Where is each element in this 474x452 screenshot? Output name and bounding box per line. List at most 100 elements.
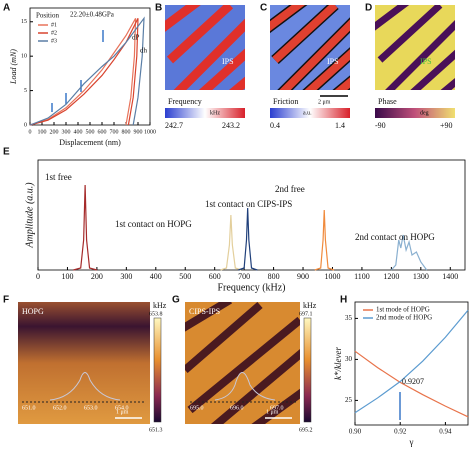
panel-label: B — [155, 3, 162, 14]
series-line — [354, 309, 469, 414]
annotation: 1st contact on CIPS-IPS — [205, 199, 292, 209]
colorbar-min: 0.4 — [270, 121, 280, 130]
plot-frame — [354, 301, 469, 426]
x-tick-label: 1000 — [144, 129, 156, 135]
colorbar — [303, 317, 312, 423]
colorbar — [375, 108, 455, 118]
x-tick-label: 1400 — [442, 272, 458, 281]
x-tick-label: 0.92 — [394, 428, 407, 436]
map-title: Phase — [378, 97, 397, 106]
axis-label: 653.0 — [84, 405, 98, 411]
panel-label: C — [260, 3, 267, 14]
legend-label: #1 — [51, 22, 57, 28]
x-tick-label: 600 — [209, 272, 221, 281]
colorbar-max: 697.1 — [299, 311, 313, 317]
scale-label: 1 μm — [266, 409, 279, 415]
colorbar-unit: kHz — [303, 301, 317, 310]
colorbar-unit: a.u. — [303, 110, 312, 116]
annotation: dh — [140, 47, 148, 55]
map-title: CIPS-IPS — [189, 307, 220, 316]
axis-label: 695.0 — [190, 405, 204, 411]
x-tick-label: 500 — [179, 272, 191, 281]
colorbar-max: 1.4 — [335, 121, 345, 130]
y-tick-label: 25 — [345, 396, 353, 404]
x-tick-label: 0.90 — [349, 428, 362, 436]
x-tick-label: 900 — [134, 129, 143, 135]
series-line — [29, 18, 137, 126]
legend-label: 2nd mode of HOPG — [376, 314, 432, 322]
axis-label: 696.0 — [230, 405, 244, 411]
series-line — [314, 209, 335, 271]
colorbar-max: +90 — [440, 121, 453, 130]
x-tick-label: 700 — [110, 129, 119, 135]
y-axis-label: Load (mN) — [9, 49, 18, 85]
panel-label: G — [172, 295, 180, 306]
series-line — [29, 18, 139, 126]
panel-label: E — [3, 147, 10, 158]
x-axis-label: Frequency (kHz) — [217, 282, 285, 293]
x-axis-label: Displacement (nm) — [59, 138, 121, 147]
series-line — [354, 350, 469, 418]
map-label: IPS — [222, 57, 234, 66]
x-tick-label: 0 — [36, 272, 40, 281]
x-tick-label: 700 — [238, 272, 250, 281]
x-tick-label: 300 — [62, 129, 71, 135]
phase-map — [375, 5, 455, 90]
colorbar-min: 242.7 — [165, 121, 183, 130]
scale-label: 2 μm — [318, 99, 331, 105]
x-tick-label: 300 — [120, 272, 132, 281]
y-axis-label: Amplitude (a.u.) — [24, 182, 35, 249]
annotation: 0.9207 — [402, 377, 424, 386]
y-tick-label: 15 — [21, 19, 27, 25]
axis-label: 654.0 — [115, 405, 129, 411]
x-tick-label: 200 — [50, 129, 59, 135]
colorbar-unit: deg — [420, 110, 429, 116]
x-tick-label: 400 — [150, 272, 162, 281]
colorbar-max: 243.2 — [222, 121, 240, 130]
x-tick-label: 100 — [38, 129, 47, 135]
plot-frame — [37, 159, 466, 271]
annotation: 1st free — [45, 172, 72, 182]
annotation: 22.20±0.48GPa — [70, 11, 115, 19]
annotation: 1st contact on HOPG — [115, 219, 192, 229]
y-axis-label: k*/klever — [333, 347, 343, 380]
colorbar-min: 651.3 — [149, 427, 163, 433]
panel-label: A — [3, 3, 10, 14]
legend-label: #3 — [51, 38, 57, 44]
axis-label: 651.0 — [22, 405, 36, 411]
annotation: 2nd free — [275, 184, 305, 194]
series-line — [238, 207, 258, 271]
series-line — [390, 234, 428, 271]
colorbar-min: -90 — [375, 121, 386, 130]
colorbar — [153, 317, 162, 423]
panel-label: D — [365, 3, 372, 14]
x-tick-label: 1000 — [324, 272, 340, 281]
x-tick-label: 500 — [86, 129, 95, 135]
x-tick-label: 900 — [297, 272, 309, 281]
colorbar-unit: kHz — [153, 301, 167, 310]
arrows — [51, 30, 104, 112]
cips-map — [185, 302, 300, 424]
annotation: dP — [132, 34, 140, 42]
y-tick-label: 30 — [345, 355, 353, 363]
series-line — [220, 214, 242, 271]
colorbar-min: 695.2 — [299, 427, 313, 433]
map-label: IPS — [420, 57, 432, 66]
colorbar-unit: kHz — [210, 110, 220, 116]
x-tick-label: 1100 — [354, 272, 370, 281]
map-title: HOPG — [22, 307, 44, 316]
x-tick-label: 400 — [74, 129, 83, 135]
axis-label: 652.0 — [53, 405, 67, 411]
x-tick-label: 1300 — [413, 272, 429, 281]
series-line — [73, 184, 98, 271]
x-tick-label: 0.94 — [439, 428, 452, 436]
y-tick-label: 0 — [24, 122, 27, 128]
profile — [49, 372, 121, 401]
map-label: IPS — [327, 57, 339, 66]
y-tick-label: 5 — [24, 88, 27, 94]
colorbar-max: 653.8 — [149, 311, 163, 317]
x-axis-label: γ — [409, 437, 414, 447]
scale-label: 1 μm — [116, 409, 129, 415]
map-title: Friction — [273, 97, 298, 106]
